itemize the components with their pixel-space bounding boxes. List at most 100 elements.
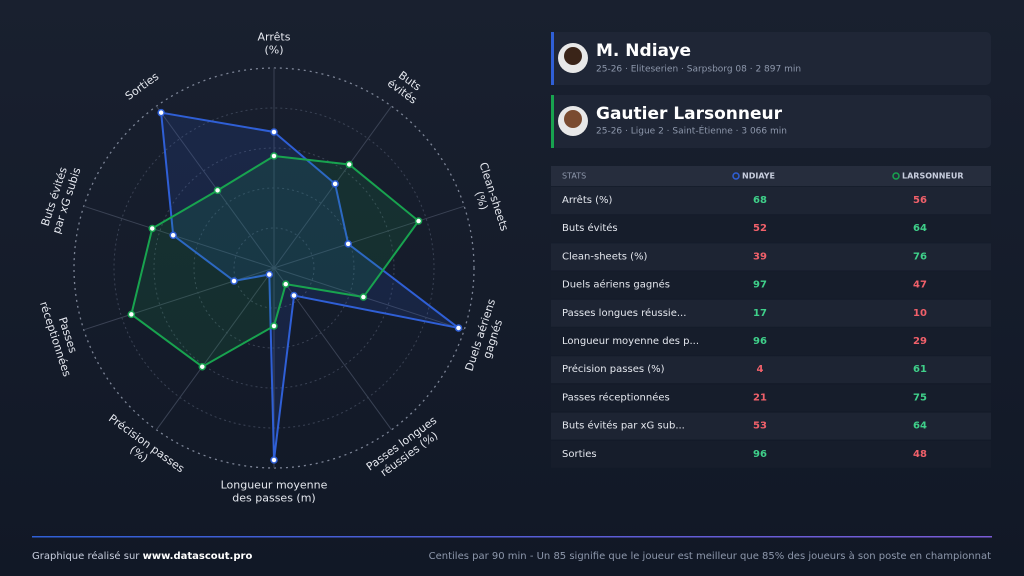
row-value: 76 bbox=[913, 251, 927, 262]
axis-spoke bbox=[156, 267, 275, 431]
avatar-face bbox=[564, 47, 582, 65]
player-card bbox=[551, 32, 991, 85]
row-value: 96 bbox=[753, 449, 767, 460]
axis-spoke bbox=[156, 105, 275, 269]
row-value: 47 bbox=[913, 280, 927, 291]
axis-label: Butsévités bbox=[385, 66, 427, 107]
row-value: 21 bbox=[753, 392, 767, 403]
row-value: 4 bbox=[757, 364, 764, 375]
radar: Arrêts (%)ButsévitésClean-sheets(%)Duels … bbox=[37, 31, 511, 505]
series-point bbox=[265, 270, 274, 279]
row-label: Longueur moyenne des p... bbox=[562, 336, 699, 347]
series-point bbox=[169, 231, 177, 239]
row-value: 39 bbox=[753, 251, 767, 262]
row-value: 75 bbox=[913, 392, 927, 403]
player-accent bbox=[551, 95, 554, 148]
axis-label-line: Longueur moyenne bbox=[221, 479, 328, 492]
footer-site: www.datascout.pro bbox=[143, 551, 253, 562]
axis-label-line: Arrêts bbox=[258, 31, 291, 44]
axis-label: Buts évitéspar xG subis bbox=[38, 162, 84, 236]
series-point bbox=[270, 128, 278, 136]
table-header bbox=[551, 166, 991, 186]
axis-label: Duels aériensgagnés bbox=[463, 297, 511, 377]
row-value: 64 bbox=[913, 223, 927, 234]
row-value: 97 bbox=[753, 280, 767, 291]
footer-note: Centiles par 90 min - Un 85 signifie que… bbox=[429, 550, 991, 562]
row-label: Duels aériens gagnés bbox=[562, 279, 670, 291]
series-point bbox=[270, 152, 278, 160]
row-value: 61 bbox=[913, 364, 927, 375]
axis-label: Passes longuesréussies (%) bbox=[364, 414, 447, 484]
axis-label: Précision passes(%) bbox=[98, 412, 187, 486]
axis-label-line: (%) bbox=[264, 44, 283, 57]
row-value: 53 bbox=[753, 421, 767, 432]
table-row bbox=[551, 356, 991, 384]
table-row bbox=[551, 271, 991, 299]
row-label: Sorties bbox=[562, 449, 597, 460]
table-row bbox=[551, 440, 991, 468]
axis-label: Clean-sheets(%) bbox=[464, 161, 511, 237]
row-label: Buts évités par xG sub... bbox=[562, 420, 685, 432]
axis-label: Longueur moyenne des passes (m) bbox=[221, 479, 328, 505]
axis-label: Sorties bbox=[123, 70, 162, 103]
legend-dot bbox=[892, 172, 900, 180]
series-point bbox=[331, 180, 339, 188]
axis-spoke bbox=[83, 205, 275, 269]
table-row bbox=[551, 243, 991, 271]
row-value: 96 bbox=[753, 336, 767, 347]
row-label: Clean-sheets (%) bbox=[562, 251, 648, 262]
axis-spoke bbox=[83, 267, 275, 331]
table-row bbox=[551, 299, 991, 327]
axis-label-line: des passes (m) bbox=[232, 492, 315, 505]
footer-credit: Graphique réalisé sur www.datascout.pro bbox=[32, 550, 252, 562]
footer-text: Graphique réalisé sur bbox=[32, 550, 140, 562]
axis-spoke bbox=[273, 205, 465, 269]
row-value: 10 bbox=[913, 308, 927, 319]
stats-table: STATS NDIAYE LARSONNEUR Arrêts (%) 68 56 Buts… bbox=[551, 166, 991, 468]
axis-label-line: Sorties bbox=[123, 70, 162, 103]
row-label: Passes réceptionnées bbox=[562, 391, 670, 403]
row-value: 52 bbox=[753, 223, 767, 234]
axis-spoke bbox=[273, 105, 392, 269]
player-name: Gautier Larsonneur bbox=[596, 104, 783, 124]
player-accent bbox=[551, 32, 554, 85]
row-value: 64 bbox=[913, 421, 927, 432]
series-point bbox=[282, 280, 290, 288]
series-point bbox=[270, 456, 278, 464]
series-point bbox=[414, 217, 423, 225]
row-label: Buts évités bbox=[562, 222, 618, 234]
series-point bbox=[198, 362, 207, 371]
legend-dot bbox=[732, 172, 740, 180]
series-point bbox=[345, 160, 353, 169]
row-label: Arrêts (%) bbox=[562, 194, 613, 206]
legend-label: LARSONNEUR bbox=[902, 172, 964, 181]
row-value: 68 bbox=[753, 195, 767, 206]
table-row bbox=[551, 412, 991, 440]
axis-spoke bbox=[273, 267, 465, 331]
footer-line bbox=[32, 536, 992, 538]
series-point bbox=[148, 224, 157, 233]
player-card bbox=[551, 95, 991, 148]
series-point bbox=[230, 277, 238, 285]
series-point bbox=[290, 291, 298, 300]
player-info: 25-26 · Eliteserien · Sarpsborg 08 · 2 8… bbox=[596, 65, 801, 75]
table-row bbox=[551, 384, 991, 412]
series-point bbox=[127, 310, 136, 319]
row-value: 17 bbox=[753, 308, 767, 319]
axis-label-line: Précision passes bbox=[106, 412, 187, 476]
series-point bbox=[359, 293, 368, 301]
axis-label: Arrêts (%) bbox=[258, 31, 291, 57]
table-header-label: STATS bbox=[562, 172, 586, 181]
table-row bbox=[551, 215, 991, 243]
axis-label-line: (%) bbox=[472, 190, 490, 212]
row-label: Passes longues réussie... bbox=[562, 307, 686, 319]
row-value: 48 bbox=[913, 449, 927, 460]
player-name: M. Ndiaye bbox=[596, 41, 691, 61]
axis-label: Passesréceptionnées bbox=[37, 296, 86, 379]
table-row bbox=[551, 187, 991, 214]
series-point bbox=[157, 108, 165, 117]
series-point bbox=[213, 186, 222, 195]
avatar-face bbox=[564, 110, 582, 128]
legend-label: NDIAYE bbox=[742, 172, 775, 181]
